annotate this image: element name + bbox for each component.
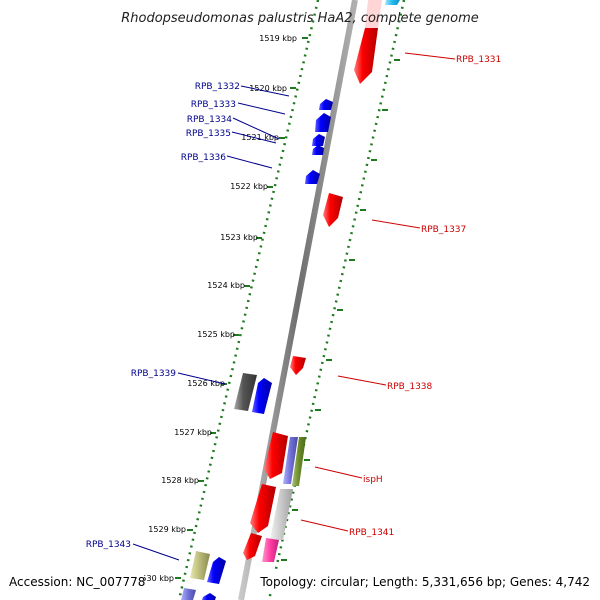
gene-label[interactable]: RPB_1334 — [187, 115, 233, 125]
kbp-label: 1528 kbp — [161, 476, 199, 485]
gene-rpb-1343-olive[interactable] — [190, 551, 210, 580]
gene-ispH-red[interactable] — [264, 432, 288, 479]
gene-ispH-purple[interactable] — [283, 437, 298, 484]
gene-label[interactable]: RPB_1337 — [421, 225, 466, 235]
gene-rpb-1331-shade — [365, 0, 382, 28]
gene-label[interactable]: RPB_1341 — [349, 528, 394, 538]
gene-label[interactable]: RPB_1331 — [456, 55, 501, 65]
gene-ispH-green[interactable] — [292, 437, 306, 486]
footer-accession-bg — [6, 573, 144, 591]
kbp-label: 1529 kbp — [148, 525, 186, 534]
gene-rpb-1339-gray[interactable] — [234, 373, 257, 411]
gene-rpb-1337[interactable] — [323, 193, 343, 227]
gene-lower-pink[interactable] — [262, 538, 279, 562]
gene-rpb-1331[interactable] — [354, 28, 378, 84]
accession-text: Accession: NC_007778 — [9, 575, 145, 589]
gene-label[interactable]: RPB_1332 — [195, 82, 240, 92]
kbp-label: 1525 kbp — [197, 330, 235, 339]
kbp-label: 1524 kbp — [207, 281, 245, 290]
outer-tick-track — [267, 0, 406, 600]
kbp-label: 1520 kbp — [249, 84, 287, 93]
gene-label[interactable]: RPB_1338 — [387, 382, 433, 392]
forward-strand-genes — [181, 99, 333, 600]
gene-rpb-1334[interactable] — [312, 134, 325, 146]
gene-labels: RPB_1331 RPB_1332 RPB_1333 RPB_1334 RPB_… — [86, 55, 502, 550]
gene-rpb-1341-light[interactable] — [270, 489, 293, 540]
reverse-strand-genes — [243, 0, 400, 562]
kbp-label: 1527 kbp — [174, 428, 212, 437]
gene-rpb-1338[interactable] — [290, 356, 306, 375]
gene-label[interactable]: RPB_1333 — [191, 100, 236, 110]
gene-rpb-1333[interactable] — [315, 113, 331, 132]
gene-label[interactable]: RPB_1336 — [181, 153, 227, 163]
gene-label[interactable]: RPB_1335 — [186, 129, 231, 139]
map-title: Rhodopseudomonas palustris HaA2, complet… — [121, 11, 479, 26]
gene-rpb-1343-blue[interactable] — [207, 557, 226, 584]
kbp-labels: 1519 kbp 1520 kbp 1521 kbp 1522 kbp 1523… — [136, 34, 297, 583]
gene-label[interactable]: RPB_1343 — [86, 540, 131, 550]
outer-major-ticks — [281, 59, 400, 561]
gene-rpb-1341-red[interactable] — [250, 484, 276, 533]
kbp-label: 1519 kbp — [259, 34, 297, 43]
kbp-label: 1530 kbp — [136, 574, 174, 583]
gene-bottom-blue[interactable] — [202, 593, 216, 600]
gene-rpb-1339-blue[interactable] — [252, 378, 272, 414]
label-leaders — [132, 52, 456, 561]
topology-text: Topology: circular; Length: 5,331,656 bp… — [259, 575, 590, 589]
gene-rpb-1335[interactable] — [312, 145, 324, 155]
footer-topology-bg — [258, 573, 594, 591]
kbp-label: 1523 kbp — [220, 233, 258, 242]
kbp-label: 1522 kbp — [230, 182, 268, 191]
gene-label[interactable]: RPB_1339 — [131, 369, 177, 379]
gene-rpb-1332[interactable] — [319, 99, 333, 110]
gene-top-cyan[interactable] — [385, 0, 400, 5]
gene-rpb-1336[interactable] — [305, 170, 320, 184]
kbp-label: 1526 kbp — [187, 379, 225, 388]
gene-lower-red[interactable] — [243, 533, 262, 560]
kbp-major-ticks — [175, 37, 308, 579]
gene-label[interactable]: ispH — [363, 475, 383, 485]
kbp-label: 1521 kbp — [241, 133, 279, 142]
gene-bottom-purple[interactable] — [181, 588, 196, 600]
